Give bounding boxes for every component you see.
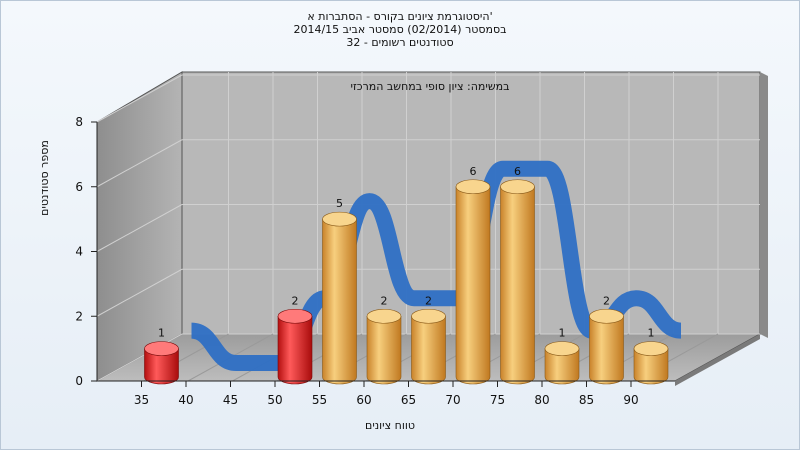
x-tick-label: 60	[356, 393, 371, 407]
bar-top	[277, 308, 313, 324]
bar-80: 1	[544, 327, 580, 385]
data-label: 1	[559, 327, 566, 340]
y-tick-label: 6	[75, 180, 83, 194]
bar-body	[411, 315, 446, 385]
bar-body	[633, 348, 669, 385]
x-tick-label: 65	[401, 393, 416, 407]
bar-body	[589, 315, 624, 385]
x-tick-label: 50	[267, 393, 282, 407]
bar-top	[633, 341, 669, 356]
x-tick-label: 90	[623, 393, 638, 407]
x-tick-label: 85	[579, 393, 594, 407]
bars: 1 2 5 2 2 6 6 1 2 1	[144, 165, 669, 385]
bar-60: 2	[366, 294, 402, 385]
bar-body	[366, 315, 402, 385]
bar-body	[455, 186, 491, 385]
data-label: 5	[336, 197, 343, 210]
title-line-2: בסמסטר (02/2014) סמסטר אביב 2014/15	[293, 23, 507, 36]
bar-body	[544, 348, 580, 385]
bar-85: 2	[589, 294, 624, 385]
x-tick-label: 80	[534, 393, 549, 407]
grid-line-wall	[96, 74, 183, 123]
x-tick-label: 75	[490, 393, 505, 407]
bar-top	[544, 341, 580, 356]
y-axis-label: מספר סטודנטים	[38, 140, 51, 216]
bar-65: 2	[411, 294, 446, 385]
floor-edge	[675, 334, 760, 386]
data-label: 2	[425, 294, 432, 307]
bar-body	[144, 348, 179, 385]
x-tick-label: 40	[178, 393, 193, 407]
y-tick-label: 4	[75, 245, 83, 259]
data-label: 2	[292, 294, 299, 307]
bar-top	[455, 179, 491, 195]
bar-70: 6	[455, 165, 491, 385]
x-tick-label: 45	[223, 393, 238, 407]
data-label: 6	[470, 165, 477, 178]
chart-title: היסטוגרמת ציונים בקורס - הסתברות א' בסמס…	[0, 10, 800, 49]
left-wall	[96, 71, 183, 382]
bar-75: 6	[500, 165, 535, 385]
bar-50: 2	[277, 294, 313, 385]
bar-90: 1	[633, 327, 669, 385]
right-wall	[760, 72, 768, 338]
x-axis-label: טווח ציונים	[365, 419, 415, 432]
title-line-1: היסטוגרמת ציונים בקורס - הסתברות א'	[307, 10, 493, 23]
bar-top	[589, 308, 624, 324]
bar-55: 5	[322, 197, 357, 385]
y-tick-label: 0	[75, 374, 83, 388]
y-tick-label: 8	[75, 115, 83, 129]
data-label: 2	[381, 294, 388, 307]
bar-top	[144, 341, 179, 356]
x-tick-label: 70	[445, 393, 460, 407]
bar-top	[500, 179, 535, 195]
bar-top	[322, 211, 357, 227]
bar-top	[411, 308, 446, 324]
data-label: 6	[514, 165, 521, 178]
grid-line-wall	[96, 204, 183, 252]
grid-line-wall	[96, 268, 183, 317]
title-line-3: 32 - סטודנטים רשומים	[346, 36, 454, 49]
bar-35: 1	[144, 327, 179, 385]
grid-line-wall	[96, 139, 183, 188]
data-label: 1	[158, 327, 165, 340]
bar-top	[366, 308, 402, 324]
y-tick-label: 2	[75, 309, 83, 323]
bar-body	[500, 186, 535, 385]
data-label: 2	[603, 294, 610, 307]
bar-body	[277, 315, 313, 385]
x-tick-label: 35	[134, 393, 149, 407]
data-label: 1	[648, 327, 655, 340]
x-tick-label: 55	[312, 393, 327, 407]
bar-body	[322, 218, 357, 385]
chart-subtitle: במשימה: ציון סופי במחשב המרכזי	[350, 80, 510, 93]
